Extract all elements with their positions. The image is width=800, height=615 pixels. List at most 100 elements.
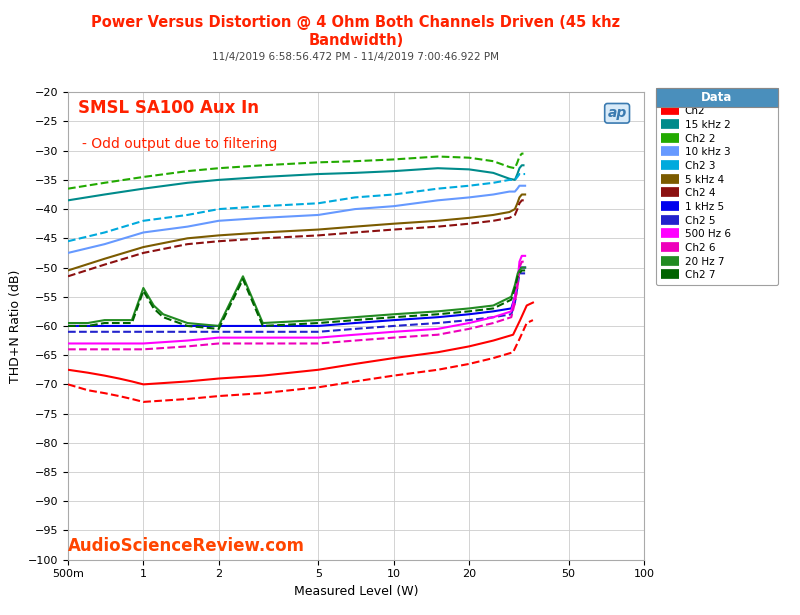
Ch2 [433,366,442,373]
Ch2 2 [513,159,522,166]
20 Hz 7 [433,308,442,315]
SMSL SA100 20K [258,372,267,379]
5 kHz 4 [214,232,223,239]
Ch2 5 [138,328,148,336]
Ch2 2 [514,153,524,160]
10 kHz 3 [517,182,526,189]
Ch2 7 [464,308,474,315]
Text: Power Versus Distortion @ 4 Ohm Both Channels Driven (45 khz
Bandwidth): Power Versus Distortion @ 4 Ohm Both Cha… [91,15,621,48]
Ch2 6 [510,299,520,306]
Ch2 4 [350,229,360,236]
5 kHz 4 [314,226,323,233]
1 kHz 5 [63,322,73,330]
Ch2 4 [182,240,192,248]
Ch2 4 [510,212,520,219]
500 Hz 6 [350,331,360,338]
Ch2 [350,378,360,385]
10 kHz 3 [258,214,267,221]
5 kHz 4 [350,223,360,231]
20 Hz 7 [127,316,137,323]
Ch2 2 [389,156,398,163]
Ch2 4 [513,205,522,213]
Y-axis label: THD+N Ratio (dB): THD+N Ratio (dB) [10,269,22,383]
Ch2 2 [214,164,223,172]
Ch2 5 [489,314,498,321]
5 kHz 4 [514,194,524,201]
Ch2 [83,386,93,394]
Ch2 5 [100,328,110,336]
Ch2 2 [258,162,267,169]
1 kHz 5 [517,264,526,271]
Ch2 3 [350,194,360,201]
Ch2 [114,392,124,400]
Text: Data: Data [701,91,732,104]
1 kHz 5 [100,322,110,330]
Ch2 [314,384,323,391]
15 kHz 2 [464,165,474,173]
Ch2 6 [100,346,110,353]
Ch2 [100,389,110,397]
500 Hz 6 [63,339,73,347]
Ch2 4 [63,272,73,280]
500 Hz 6 [510,293,520,301]
Line: Ch2 3: Ch2 3 [68,174,525,241]
15 kHz 2 [314,170,323,178]
Ch2 2 [489,157,498,165]
SMSL SA100 20K [508,331,518,338]
Ch2 [528,316,538,323]
Ch2 5 [506,311,516,318]
Ch2 4 [138,249,148,256]
Line: 500 Hz 6: 500 Hz 6 [68,256,525,343]
5 kHz 4 [433,217,442,224]
500 Hz 6 [389,328,398,336]
Ch2 5 [258,328,267,336]
SMSL SA100 20K [100,372,110,379]
Ch2 7 [83,322,93,330]
Ch2 4 [517,197,526,204]
SMSL SA100 20K [214,375,223,382]
Ch2 5 [510,299,520,306]
1 kHz 5 [489,308,498,315]
Ch2 3 [489,179,498,186]
SMSL SA100 20K [114,375,124,382]
Ch2 5 [63,328,73,336]
Ch2 2 [518,150,528,157]
20 Hz 7 [114,316,124,323]
15 kHz 2 [517,162,526,169]
Line: Ch2 5: Ch2 5 [68,273,525,332]
Ch2 4 [389,226,398,233]
500 Hz 6 [182,337,192,344]
Ch2 2 [464,154,474,161]
Text: ap: ap [607,106,626,121]
1 kHz 5 [258,322,267,330]
Ch2 3 [314,199,323,207]
Ch2 6 [182,343,192,350]
Ch2 3 [63,237,73,245]
Line: Ch2 6: Ch2 6 [68,262,525,349]
Ch2 7 [510,284,520,292]
500 Hz 6 [464,319,474,327]
1 kHz 5 [389,316,398,323]
Line: SMSL SA100 20K: SMSL SA100 20K [68,303,533,384]
15 kHz 2 [489,169,498,177]
1 kHz 5 [433,314,442,321]
Ch2 6 [389,334,398,341]
Ch2 3 [100,229,110,236]
Ch2 7 [114,319,124,327]
Legend: SMSL SA100 20K, Ch2, 15 kHz 2, Ch2 2, 10 kHz 3, Ch2 3, 5 kHz 4, Ch2 4, 1 kHz 5, : SMSL SA100 20K, Ch2, 15 kHz 2, Ch2 2, 10… [655,87,778,285]
10 kHz 3 [214,217,223,224]
Ch2 7 [63,322,73,330]
Ch2 2 [138,173,148,181]
Ch2 3 [517,170,526,178]
SMSL SA100 20K [464,343,474,350]
Ch2 7 [350,316,360,323]
15 kHz 2 [518,162,528,169]
Ch2 2 [510,164,520,172]
20 Hz 7 [350,314,360,321]
20 Hz 7 [149,302,158,309]
Ch2 2 [433,153,442,160]
Ch2 [489,354,498,362]
Ch2 2 [63,185,73,192]
Ch2 7 [238,276,248,283]
Ch2 4 [489,217,498,224]
